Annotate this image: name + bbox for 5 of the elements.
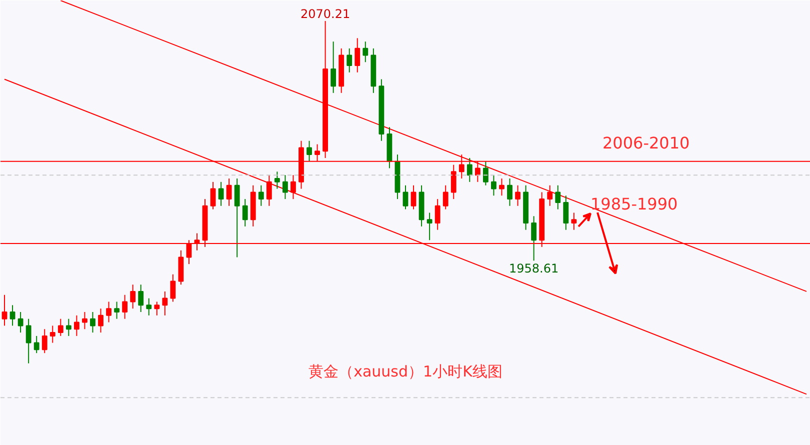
text: 黄金（xauusd）1小时K线图 [308,362,502,380]
annotation: 1985-1990 [590,194,678,214]
annotation: 2006-2010 [602,134,690,152]
text: 1958.61 [509,262,559,276]
text: 2070.21 [300,7,350,22]
